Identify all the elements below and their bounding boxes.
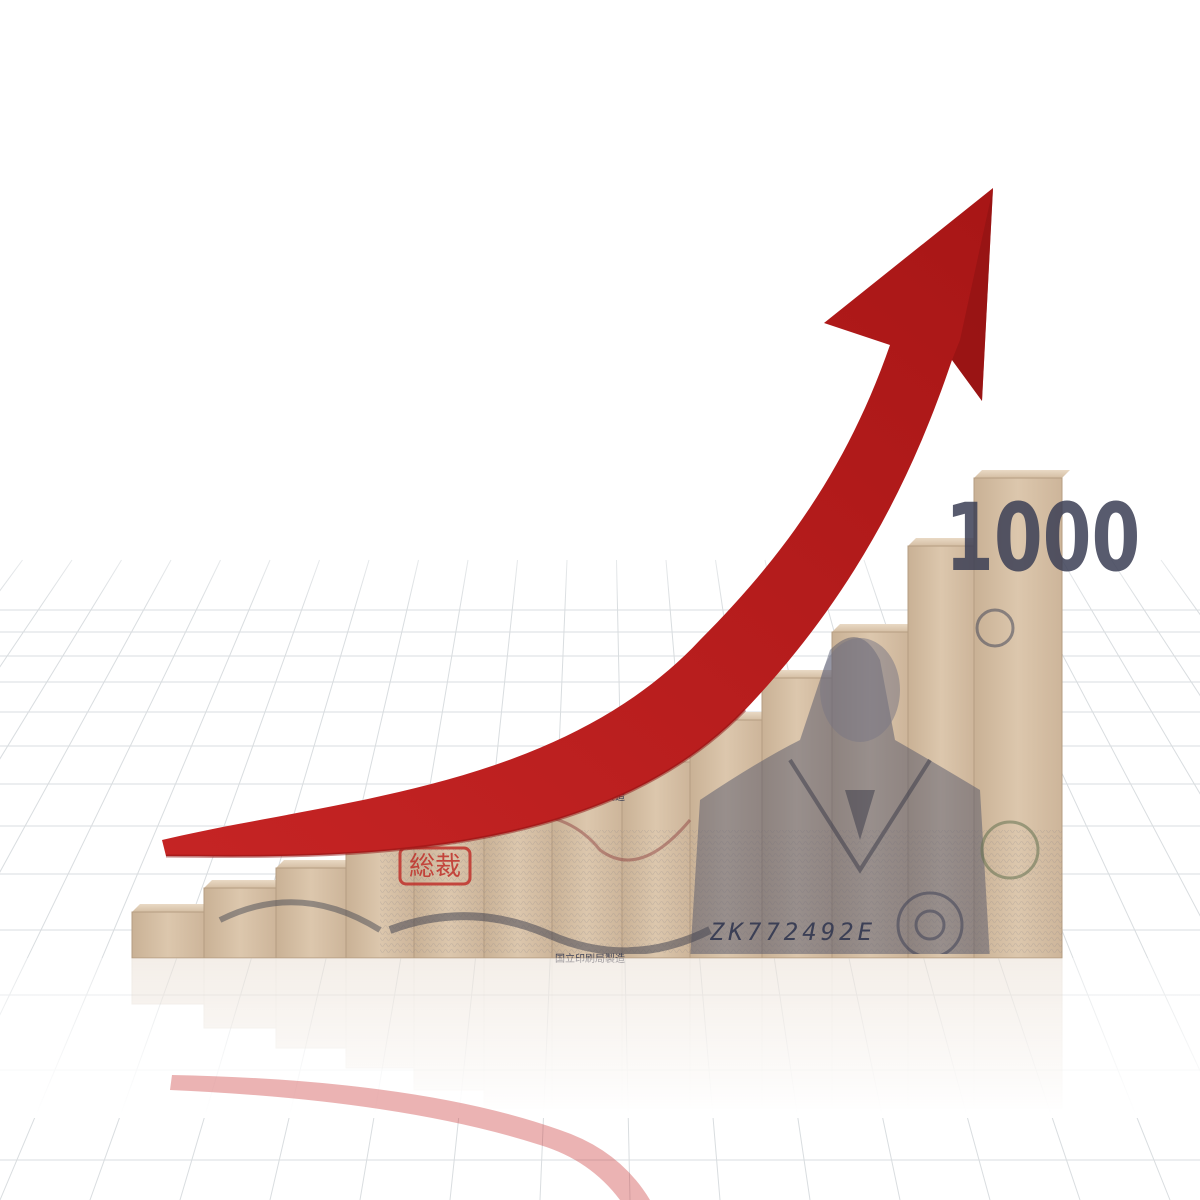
- bar: [203, 887, 277, 959]
- seal-text: 総裁: [409, 852, 461, 882]
- seal-icon: 総裁: [398, 846, 472, 886]
- banknote-artwork: [218, 608, 1062, 954]
- growth-arrow-icon: [162, 188, 993, 858]
- grid-line: [0, 559, 221, 1016]
- bar-top: [762, 670, 840, 678]
- portrait-icon: [690, 637, 990, 954]
- bar-top: [832, 624, 916, 632]
- grid-line: [1111, 559, 1200, 697]
- grid-line: [1012, 559, 1200, 917]
- bar-top: [908, 538, 982, 546]
- arrow-reflection: [170, 1075, 650, 1200]
- grid-line: [0, 559, 122, 760]
- guilloche-band: [388, 912, 712, 954]
- bar-top: [132, 904, 212, 912]
- reflection-fade: [0, 958, 1200, 1118]
- rosette-icon: [896, 608, 1040, 954]
- grid-line: [0, 559, 172, 873]
- bar-top: [204, 880, 284, 888]
- bar-top: [974, 470, 1070, 478]
- bar: [275, 867, 347, 959]
- grid-line: [1061, 559, 1200, 795]
- bar: [131, 911, 205, 959]
- bar-top: [276, 860, 354, 868]
- denomination: 1000: [945, 483, 1140, 593]
- serial-number: ZK772492E: [709, 918, 876, 946]
